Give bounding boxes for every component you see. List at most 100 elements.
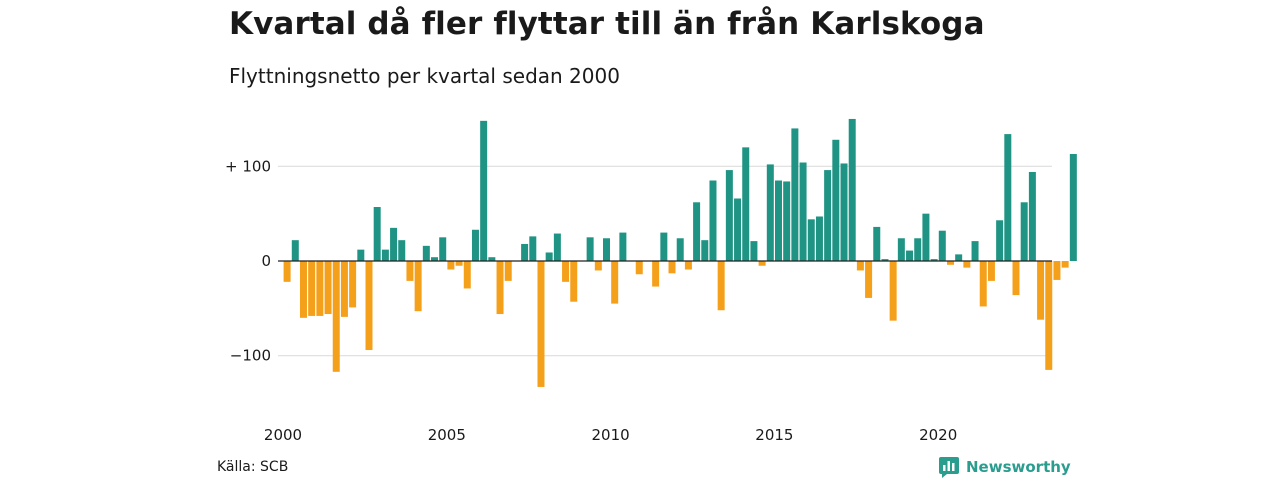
bar xyxy=(693,202,701,261)
x-tick-label: 2005 xyxy=(428,426,466,444)
bar xyxy=(840,163,848,261)
bar xyxy=(824,170,832,261)
bar xyxy=(1012,261,1020,296)
bar xyxy=(717,261,725,311)
bar xyxy=(971,241,979,261)
bar xyxy=(373,207,381,261)
bar xyxy=(856,261,864,271)
bar xyxy=(660,232,668,261)
bar xyxy=(488,257,496,261)
bar xyxy=(1061,261,1069,268)
bar xyxy=(684,261,692,270)
grid-lines xyxy=(278,165,1052,357)
bar xyxy=(791,128,799,261)
bar xyxy=(381,249,389,261)
bar xyxy=(676,238,684,261)
bar xyxy=(431,257,439,261)
brand-name: Newsworthy xyxy=(966,458,1071,476)
brand-logo: Newsworthy xyxy=(938,456,1071,478)
source-note: Källa: SCB xyxy=(217,459,289,475)
bar xyxy=(471,229,479,261)
bar xyxy=(652,261,660,287)
bar xyxy=(365,261,373,351)
bar xyxy=(938,230,946,261)
bar xyxy=(562,261,570,282)
bar xyxy=(414,261,422,312)
bar xyxy=(521,243,529,261)
bar xyxy=(406,261,414,281)
x-tick-label: 2000 xyxy=(264,426,302,444)
bar xyxy=(946,261,954,265)
bar xyxy=(758,261,766,266)
bar xyxy=(783,181,791,261)
bar xyxy=(398,240,406,261)
bar xyxy=(340,261,348,317)
bar xyxy=(299,261,307,318)
bar xyxy=(963,261,971,268)
bar xyxy=(349,261,357,308)
bar xyxy=(308,261,316,316)
bars xyxy=(283,118,1077,387)
bar xyxy=(1004,134,1012,261)
bar xyxy=(1037,261,1045,320)
bar xyxy=(603,238,610,261)
bar xyxy=(766,164,774,261)
bar xyxy=(537,261,545,387)
bar xyxy=(1069,153,1077,261)
x-tick-label: 2015 xyxy=(755,426,793,444)
bar xyxy=(1045,261,1053,370)
bar xyxy=(799,162,807,261)
bar xyxy=(619,232,627,261)
bar xyxy=(987,261,995,281)
bar xyxy=(504,261,512,281)
bar xyxy=(750,241,758,261)
chart-subtitle: Flyttningsnetto per kvartal sedan 2000 xyxy=(229,64,620,88)
bar xyxy=(586,237,594,261)
bar xyxy=(897,238,905,261)
bar xyxy=(889,261,897,321)
bar xyxy=(775,180,782,261)
bar xyxy=(283,261,291,282)
bar xyxy=(463,261,471,289)
bar xyxy=(1053,261,1061,280)
chart-title: Kvartal då fler flyttar till än från Kar… xyxy=(229,6,985,42)
bar xyxy=(1020,202,1028,261)
bar xyxy=(807,219,815,261)
bar xyxy=(930,259,938,261)
x-tick-label: 2020 xyxy=(919,426,957,444)
bar xyxy=(848,118,856,261)
y-tick-label: 0 xyxy=(261,252,271,270)
bar xyxy=(390,227,398,261)
bar xyxy=(422,245,430,261)
bar xyxy=(316,261,324,316)
x-axis-ticks: 2000 2005 2010 2015 2020 xyxy=(264,426,957,444)
bar xyxy=(815,216,823,261)
bar xyxy=(324,261,332,315)
bar xyxy=(914,238,922,261)
bar xyxy=(447,261,455,270)
bar xyxy=(725,170,733,261)
bar xyxy=(979,261,987,307)
bar xyxy=(832,139,840,261)
bar xyxy=(742,147,750,261)
y-axis-ticks: + 100 0 −100 xyxy=(225,157,271,364)
bar xyxy=(357,249,365,261)
bar xyxy=(881,259,889,261)
bar xyxy=(865,261,873,298)
bar xyxy=(668,261,676,274)
newsworthy-icon xyxy=(939,457,959,478)
bar xyxy=(332,261,340,372)
bar xyxy=(922,213,930,261)
y-tick-label: + 100 xyxy=(225,157,271,175)
bar xyxy=(1028,171,1036,261)
bar xyxy=(570,261,578,302)
bar xyxy=(480,120,488,261)
bar xyxy=(709,180,717,261)
bar xyxy=(529,236,537,261)
bar xyxy=(996,220,1004,261)
bar xyxy=(553,233,561,261)
bar xyxy=(594,261,602,271)
bar xyxy=(545,252,553,261)
bar xyxy=(611,261,619,304)
